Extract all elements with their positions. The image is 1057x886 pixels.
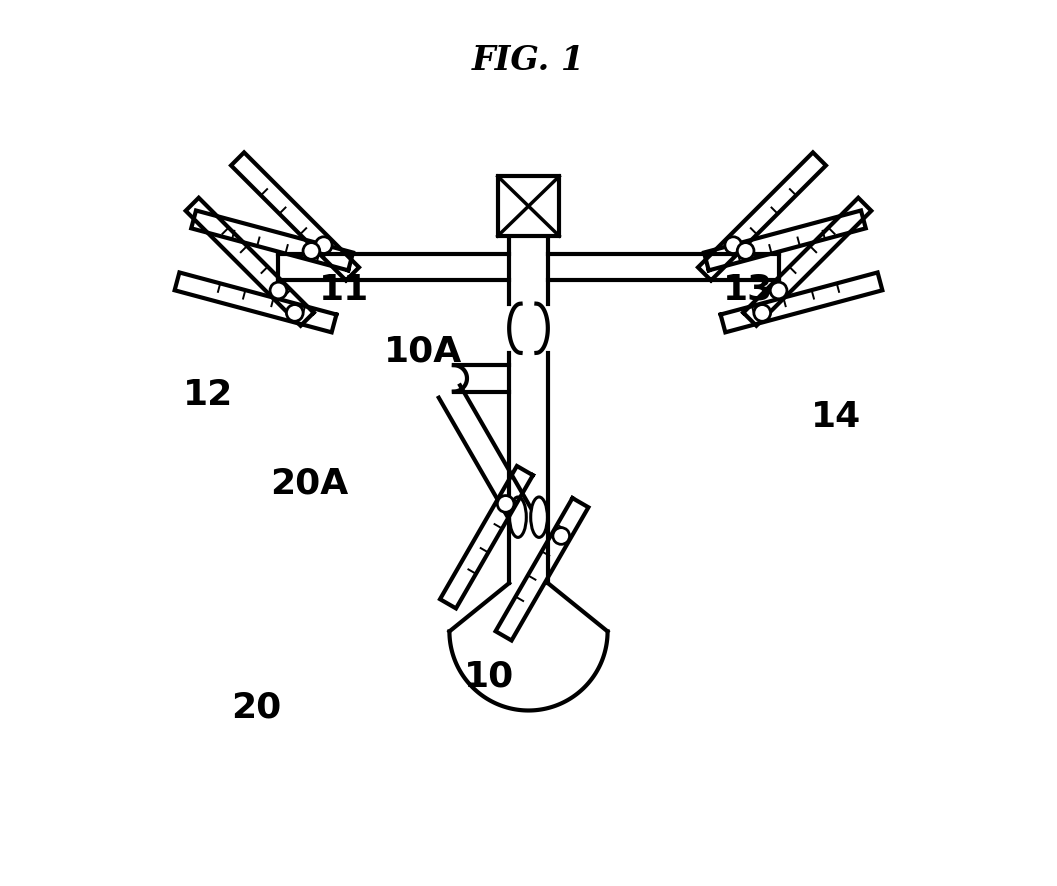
- Bar: [498, 177, 559, 237]
- Circle shape: [771, 283, 786, 299]
- Text: 10A: 10A: [384, 334, 462, 368]
- Circle shape: [754, 305, 771, 322]
- Circle shape: [286, 305, 303, 322]
- Ellipse shape: [531, 497, 548, 538]
- Circle shape: [498, 496, 514, 513]
- Text: 20: 20: [231, 689, 281, 723]
- Circle shape: [725, 237, 742, 254]
- Text: 11: 11: [319, 272, 369, 307]
- Text: 10: 10: [464, 658, 514, 693]
- Text: 12: 12: [183, 377, 233, 412]
- Text: 14: 14: [811, 400, 861, 433]
- Circle shape: [315, 237, 332, 254]
- Circle shape: [271, 283, 286, 299]
- Ellipse shape: [509, 497, 526, 538]
- Text: 20A: 20A: [270, 465, 348, 500]
- Circle shape: [738, 244, 754, 260]
- Text: 13: 13: [723, 272, 774, 307]
- Circle shape: [553, 528, 570, 545]
- Text: FIG. 1: FIG. 1: [471, 43, 586, 76]
- Circle shape: [303, 244, 319, 260]
